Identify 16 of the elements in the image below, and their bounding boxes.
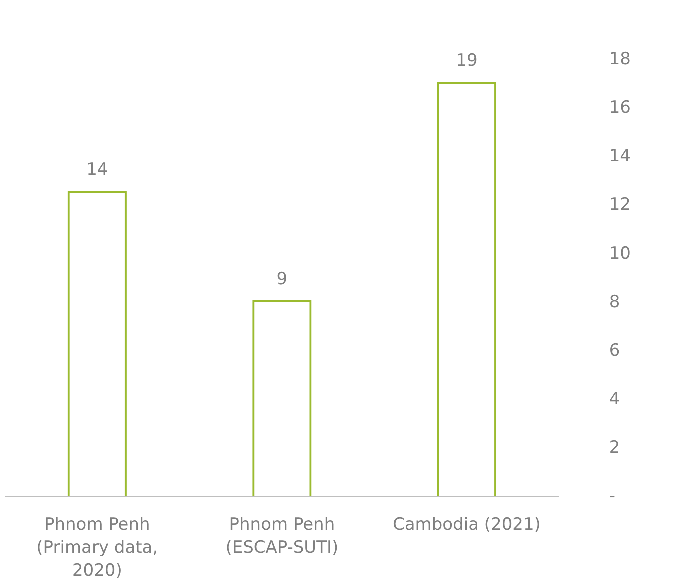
- data-label: 19: [456, 50, 478, 71]
- x-tick-label: Phnom Penh (Primary data, 2020): [36, 514, 158, 581]
- y2-tick-label: 4: [609, 389, 620, 410]
- data-label: 14: [86, 160, 108, 180]
- x-tick-label: Cambodia (2021): [393, 514, 541, 535]
- x-tick-label: Phnom Penh (ESCAP-SUTI): [226, 514, 339, 558]
- data-label: 9: [276, 269, 288, 290]
- y2-tick-label: 8: [609, 292, 620, 312]
- y2-tick-label: 14: [609, 146, 632, 167]
- y2-tick-label: 2: [609, 438, 620, 458]
- y2-tick-label: 10: [609, 244, 632, 264]
- y2-tick-label: -: [609, 486, 616, 506]
- y2-tick-label: 16: [609, 98, 632, 118]
- y2-tick-label: 12: [609, 195, 632, 216]
- y2-tick-label: 6: [609, 340, 620, 361]
- y2-tick-label: 18: [609, 50, 632, 70]
